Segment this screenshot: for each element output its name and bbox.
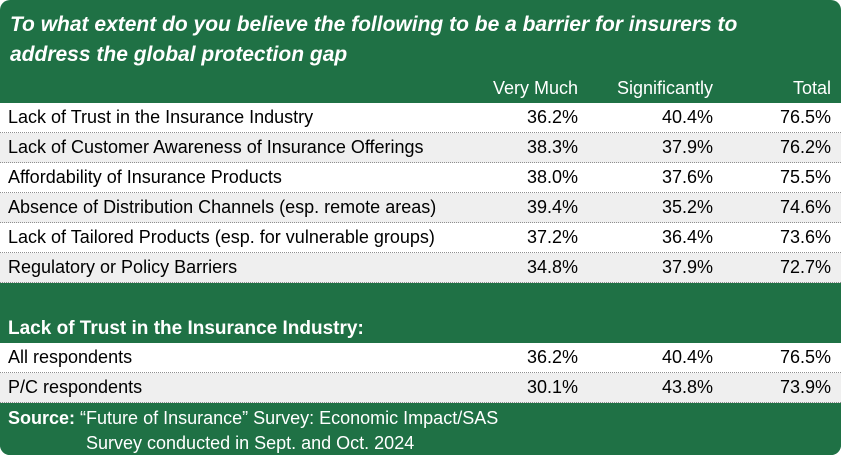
value-significantly: 37.6% xyxy=(661,166,713,187)
value-total: 74.6% xyxy=(779,196,831,217)
main-table-body: Lack of Trust in the Insurance Industry 3… xyxy=(0,102,841,283)
table-row: Lack of Trust in the Insurance Industry 3… xyxy=(0,102,841,133)
value-significantly: 37.9% xyxy=(661,136,713,157)
value-significantly: 36.4% xyxy=(661,226,713,247)
column-header-very-much: Very Much xyxy=(492,77,578,98)
source-text: “Future of Insurance” Survey: Economic I… xyxy=(80,407,499,428)
value-significantly: 43.8% xyxy=(661,376,713,397)
row-label: Lack of Trust in the Insurance Industry xyxy=(8,106,314,127)
row-label: Lack of Tailored Products (esp. for vuln… xyxy=(8,226,435,247)
source-line-2: Survey conducted in Sept. and Oct. 2024 xyxy=(86,432,415,453)
row-label: Regulatory or Policy Barriers xyxy=(8,256,238,277)
value-very-much: 30.1% xyxy=(526,376,578,397)
column-header-row: Very Much Significantly Total xyxy=(0,75,841,103)
table-row: Regulatory or Policy Barriers 34.8% 37.9% 7… xyxy=(0,252,841,283)
column-header-significantly: Significantly xyxy=(616,77,713,98)
chart-title: To what extent do you believe the follow… xyxy=(10,13,738,67)
source-line: Source: “Future of Insurance” Survey: Ec… xyxy=(8,406,833,431)
value-total: 73.9% xyxy=(779,376,831,397)
table-row: Lack of Customer Awareness of Insurance … xyxy=(0,132,841,163)
column-header-total: Total xyxy=(792,77,831,98)
row-label: Lack of Customer Awareness of Insurance … xyxy=(8,136,424,157)
value-significantly: 40.4% xyxy=(661,106,713,127)
value-significantly: 35.2% xyxy=(661,196,713,217)
row-label: P/C respondents xyxy=(8,376,143,397)
value-very-much: 36.2% xyxy=(526,346,578,367)
value-very-much: 34.8% xyxy=(526,256,578,277)
table-row: Affordability of Insurance Products 38.0%… xyxy=(0,162,841,193)
section-table-body: All respondents 36.2% 40.4% 76.5% P/C respon… xyxy=(0,342,841,403)
table-row: P/C respondents 30.1% 43.8% 73.9% xyxy=(0,372,841,403)
value-total: 72.7% xyxy=(779,256,831,277)
value-total: 73.6% xyxy=(779,226,831,247)
source-label: Source: xyxy=(8,407,76,428)
value-very-much: 39.4% xyxy=(526,196,578,217)
source-footer: Source: “Future of Insurance” Survey: Ec… xyxy=(0,402,841,455)
value-total: 76.5% xyxy=(779,106,831,127)
value-total: 76.2% xyxy=(779,136,831,157)
value-total: 76.5% xyxy=(779,346,831,367)
row-label: Absence of Distribution Channels (esp. r… xyxy=(8,196,437,217)
value-total: 75.5% xyxy=(779,166,831,187)
row-label: Affordability of Insurance Products xyxy=(8,166,282,187)
table-row: Absence of Distribution Channels (esp. r… xyxy=(0,192,841,223)
value-very-much: 38.0% xyxy=(526,166,578,187)
value-very-much: 36.2% xyxy=(526,106,578,127)
section-header: Lack of Trust in the Insurance Industry: xyxy=(0,314,841,343)
row-label: All respondents xyxy=(8,346,133,367)
value-significantly: 40.4% xyxy=(661,346,713,367)
section-spacer xyxy=(0,282,841,315)
value-significantly: 37.9% xyxy=(661,256,713,277)
table-row: Lack of Tailored Products (esp. for vuln… xyxy=(0,222,841,253)
value-very-much: 38.3% xyxy=(526,136,578,157)
value-very-much: 37.2% xyxy=(526,226,578,247)
table-row: All respondents 36.2% 40.4% 76.5% xyxy=(0,342,841,373)
